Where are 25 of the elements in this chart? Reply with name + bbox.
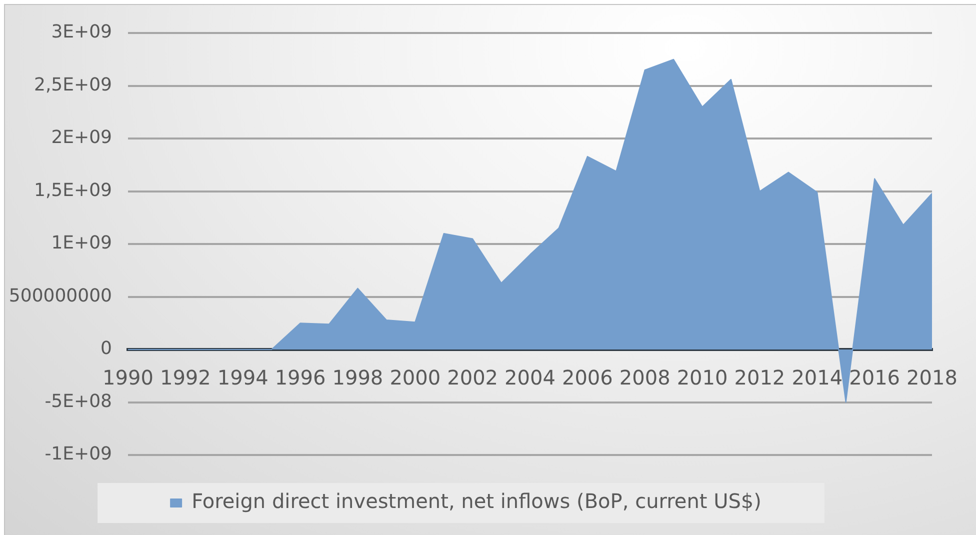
x-tick-label: 1996 <box>274 366 326 390</box>
x-tick-label: 1994 <box>217 366 268 390</box>
y-tick-label: 3E+09 <box>51 22 112 43</box>
y-tick-label: 2E+09 <box>51 127 112 148</box>
y-tick-label: 500000000 <box>8 285 112 306</box>
y-tick-label: 2,5E+09 <box>34 74 112 96</box>
x-tick-label: 2006 <box>562 366 613 390</box>
x-tick-label: 2012 <box>734 366 786 390</box>
x-tick-label: 1990 <box>102 366 154 390</box>
y-tick-label: 1E+09 <box>51 232 112 254</box>
legend-label: Foreign direct investment, net inflows (BoP, current US$) <box>192 489 762 514</box>
x-tick-label: 2016 <box>849 366 900 390</box>
x-tick-label: 2018 <box>906 366 958 390</box>
y-tick-label: -1E+09 <box>44 444 112 465</box>
x-tick-label: 1998 <box>332 366 384 390</box>
y-tick-label: 1,5E+09 <box>34 180 112 201</box>
x-tick-label: 2008 <box>619 366 670 390</box>
x-tick-label: 2002 <box>447 366 498 390</box>
x-tick-label: 2000 <box>390 366 441 390</box>
x-tick-label: 2010 <box>676 366 728 390</box>
x-tick-label: 1992 <box>160 366 211 390</box>
x-tick-label: 2004 <box>504 366 556 390</box>
y-tick-label: 0 <box>100 338 112 360</box>
x-tick-label: 2014 <box>792 366 843 390</box>
y-tick-label: -5E+08 <box>44 390 112 412</box>
